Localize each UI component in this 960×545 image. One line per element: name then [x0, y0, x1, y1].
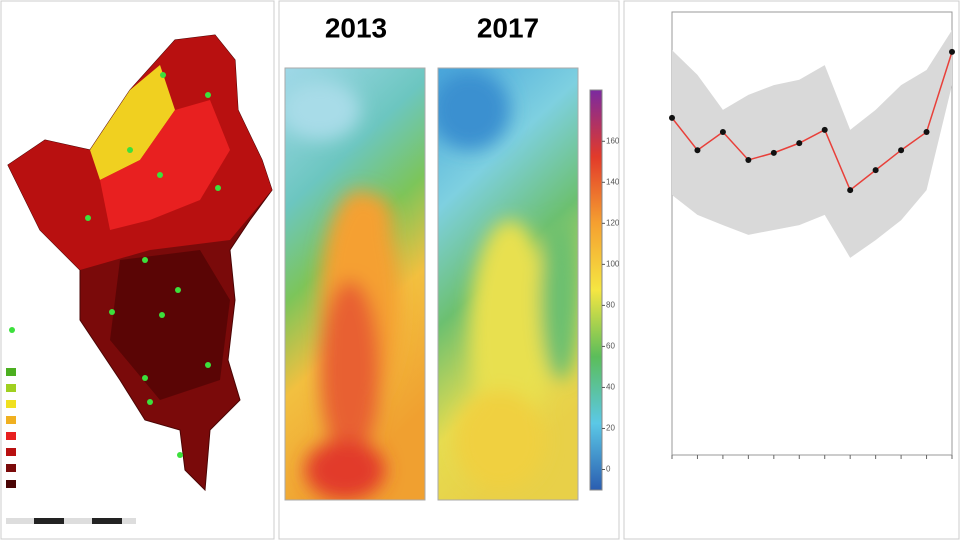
station	[159, 312, 165, 318]
panel-title: 2017	[477, 12, 539, 43]
point	[898, 147, 905, 154]
station	[127, 147, 133, 153]
colorbar: 0 20 40 60 80 100 120 140 160	[589, 89, 620, 491]
station	[215, 185, 221, 191]
station	[85, 215, 91, 221]
point	[694, 147, 701, 154]
station	[175, 287, 181, 293]
point	[745, 156, 752, 163]
point	[847, 187, 854, 194]
heatmap-2013	[285, 68, 425, 500]
station	[147, 399, 153, 405]
tick-label: 140	[606, 177, 620, 186]
station	[205, 92, 211, 98]
station	[142, 375, 148, 381]
tick-label: 40	[606, 383, 615, 392]
point	[669, 114, 675, 121]
line	[671, 51, 953, 192]
point	[872, 167, 879, 174]
region	[110, 250, 230, 400]
station	[205, 362, 211, 368]
point	[949, 48, 955, 55]
tick-label: 100	[606, 259, 620, 268]
map-legend	[6, 327, 136, 524]
region	[90, 65, 175, 180]
station	[157, 172, 163, 178]
point	[923, 129, 930, 136]
tick-label: 0	[606, 465, 611, 474]
tick-label: 20	[606, 424, 615, 433]
confidence-band	[672, 30, 952, 258]
point	[770, 149, 777, 156]
colorbar-bar	[589, 89, 603, 491]
map	[6, 34, 273, 524]
station	[160, 72, 166, 78]
point	[821, 126, 828, 133]
heatmap-2017	[438, 68, 578, 500]
station	[109, 309, 115, 315]
tick-label: 120	[606, 218, 620, 227]
station	[177, 452, 183, 458]
region	[100, 100, 230, 230]
point	[719, 129, 726, 136]
tick-label: 60	[606, 342, 615, 351]
station	[142, 257, 148, 263]
line-chart	[669, 30, 955, 459]
panel-title: 2013	[325, 12, 387, 43]
tick-label: 80	[606, 300, 615, 309]
tick-label: 160	[606, 136, 620, 145]
point	[796, 140, 803, 147]
